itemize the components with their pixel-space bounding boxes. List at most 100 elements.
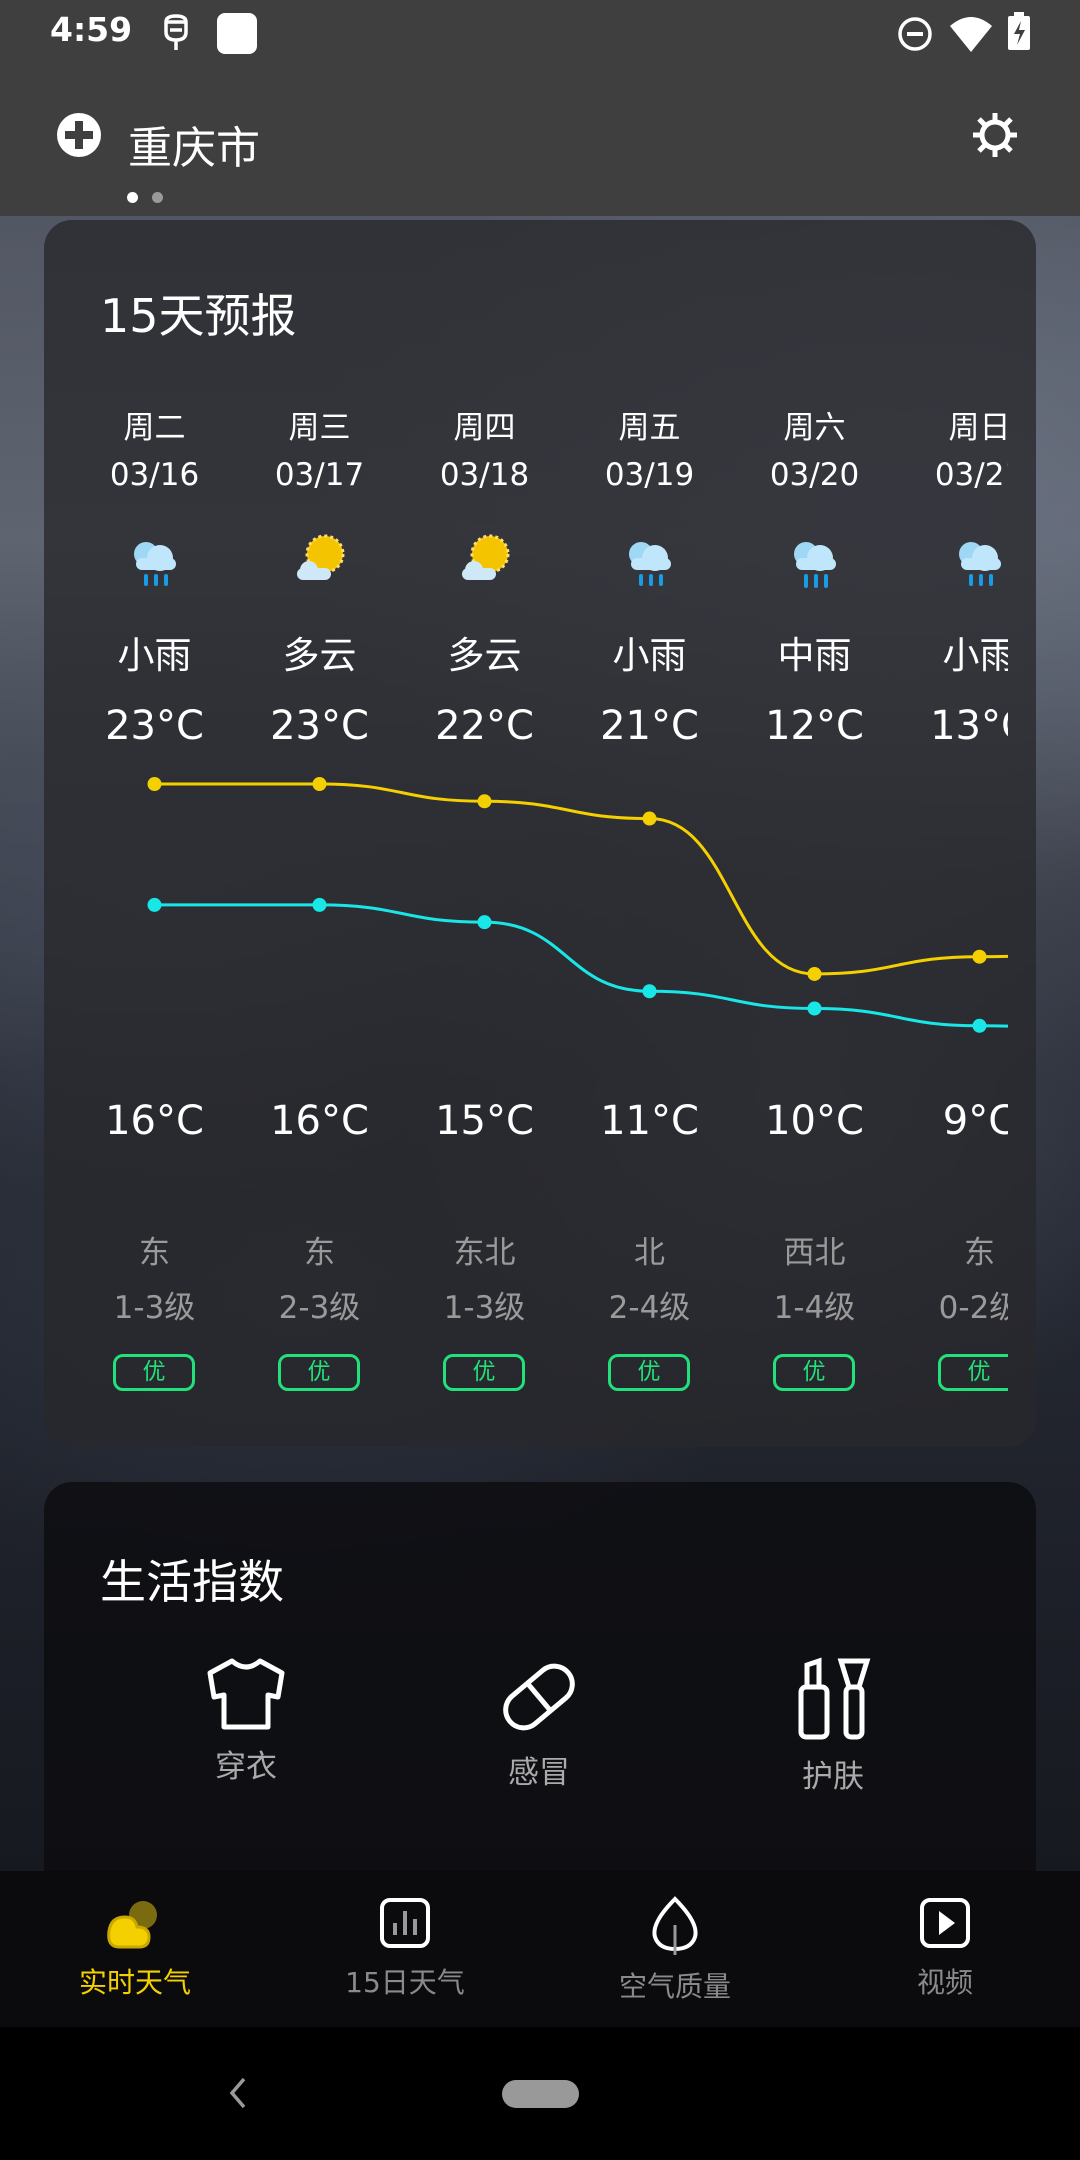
date: 03/19 (604, 457, 695, 493)
low-temp-point (312, 897, 327, 912)
city-name[interactable]: 重庆市 (128, 123, 260, 174)
battery-charging-icon (1008, 12, 1030, 50)
day-of-week: 周四 (453, 410, 516, 446)
day-of-week: 周六 (783, 410, 846, 446)
high-temp: 22°C (435, 703, 534, 749)
wind-level: 1-3级 (113, 1290, 196, 1326)
date: 03/17 (274, 457, 365, 493)
date: 03/21 (934, 457, 1008, 493)
wind-direction: 东北 (453, 1235, 516, 1271)
pill-icon (503, 1663, 575, 1731)
life-item-skincare[interactable]: 护肤 (733, 1657, 933, 1796)
nav-tab-air-quality[interactable]: 空气质量 (540, 1871, 810, 2027)
weather-text: 小雨 (942, 634, 1009, 677)
gear-icon (973, 113, 1017, 157)
forecast-card: 15天预报 周二 03/16 小雨 23°C 16°C 东 1-3级 优周三 0… (44, 220, 1036, 1447)
wind-direction: 西北 (783, 1235, 846, 1271)
high-temp-point (312, 777, 327, 791)
day-of-week: 周日 (948, 410, 1009, 446)
add-city-button[interactable] (56, 112, 102, 162)
forecast-day[interactable]: 周四 03/18 多云 22°C 15°C 东北 1-3级 优 (402, 220, 567, 1447)
bottom-nav: 实时天气 15日天气 空气质量 视频 (0, 1871, 1080, 2027)
low-temp: 11°C (600, 1098, 699, 1144)
low-temp: 9°C (942, 1098, 1008, 1144)
low-temp: 15°C (435, 1098, 534, 1144)
forecast-title: 15天预报 (100, 289, 297, 343)
day-of-week: 周五 (618, 410, 681, 446)
moderate-rain-icon (794, 542, 836, 588)
skincare-icon (798, 1657, 871, 1740)
status-time: 4:59 (50, 10, 133, 49)
high-temp-point (147, 777, 162, 791)
nav-tab-video[interactable]: 视频 (810, 1871, 1080, 2027)
forecast-day[interactable]: 周五 03/19 小雨 21°C 11°C 北 2-4级 优 (567, 220, 732, 1447)
high-temp-point (642, 811, 657, 826)
low-temp-point (972, 1018, 987, 1033)
life-item-label: 穿衣 (215, 1749, 277, 1785)
nav-label: 实时天气 (78, 1966, 191, 1999)
nav-label: 视频 (916, 1966, 973, 1999)
low-temp-point (807, 1001, 822, 1016)
weather-icon (107, 1901, 157, 1949)
system-nav-bar (0, 2027, 1080, 2160)
high-temp: 21°C (600, 703, 699, 749)
day-of-week: 周三 (288, 410, 351, 446)
low-temp: 16°C (270, 1098, 369, 1144)
life-item-cold[interactable]: 感冒 (439, 1657, 639, 1792)
nav-label: 空气质量 (618, 1970, 731, 2003)
forecast-day[interactable]: 周六 03/20 中雨 12°C 10°C 西北 1-4级 优 (732, 220, 897, 1447)
high-temp: 23°C (105, 703, 204, 749)
temperature-chart (147, 777, 1008, 1033)
wind-direction: 东 (964, 1235, 995, 1271)
low-temp-point (147, 897, 162, 912)
weather-text: 小雨 (117, 634, 192, 677)
low-temp: 16°C (105, 1098, 204, 1144)
life-item-clothing[interactable]: 穿衣 (146, 1657, 346, 1786)
high-temp-point (807, 966, 822, 981)
wind-direction: 东 (304, 1235, 335, 1271)
wind-direction: 东 (139, 1235, 170, 1271)
light-rain-icon (629, 542, 671, 586)
wind-level: 1-4级 (773, 1290, 856, 1326)
date: 03/16 (109, 457, 200, 493)
light-rain-icon (959, 542, 1001, 586)
nav-tab-realtime[interactable]: 实时天气 (0, 1871, 270, 2027)
high-temp-point (972, 949, 987, 964)
date: 03/18 (439, 457, 530, 493)
forecast-day[interactable]: 周三 03/17 多云 23°C 16°C 东 2-3级 优 (237, 220, 402, 1447)
back-icon[interactable] (226, 2075, 250, 2111)
aqi-badge: 优 (773, 1354, 855, 1391)
notification-app-icon (164, 14, 188, 50)
forecast-day[interactable]: 周二 03/16 小雨 23°C 16°C 东 1-3级 优 (72, 220, 237, 1447)
aqi-badge: 优 (443, 1354, 525, 1391)
light-rain-icon (134, 542, 176, 586)
notification-square-icon (217, 13, 257, 54)
video-icon (920, 1898, 970, 1948)
aqi-badge: 优 (278, 1354, 360, 1391)
forecast-day[interactable]: 周日 03/21 小雨 13°C 9°C 东 0-2级 优 (897, 220, 1008, 1447)
settings-button[interactable] (970, 110, 1020, 164)
life-item-label: 护肤 (802, 1759, 864, 1795)
nav-tab-15day[interactable]: 15日天气 (270, 1871, 540, 2027)
shirt-icon (207, 1658, 285, 1730)
low-temp-point (477, 915, 492, 930)
dnd-icon (898, 17, 932, 51)
low-temp-point (642, 984, 657, 999)
wind-level: 1-3级 (443, 1290, 526, 1326)
wind-direction: 北 (634, 1235, 665, 1271)
aqi-badge: 优 (608, 1354, 690, 1391)
aqi-badge: 优 (113, 1354, 195, 1391)
date: 03/20 (769, 457, 860, 493)
home-pill[interactable] (502, 2080, 579, 2108)
page-indicator-dot (152, 192, 163, 203)
high-temp: 12°C (765, 703, 864, 749)
forecast-scroller[interactable]: 周二 03/16 小雨 23°C 16°C 东 1-3级 优周三 03/17 多… (72, 220, 1008, 1447)
weather-text: 中雨 (777, 634, 852, 677)
life-item-label: 感冒 (508, 1755, 570, 1791)
nav-label: 15日天气 (345, 1966, 465, 1999)
day-of-week: 周二 (123, 410, 186, 446)
wind-level: 2-4级 (608, 1290, 691, 1326)
wind-level: 2-3级 (278, 1290, 361, 1326)
chart-icon (380, 1898, 430, 1948)
aqi-badge: 优 (938, 1354, 1008, 1391)
